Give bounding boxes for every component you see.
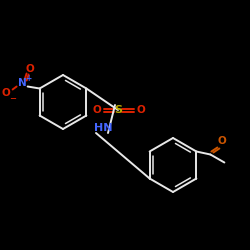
Text: O: O <box>217 136 226 145</box>
Text: O: O <box>136 105 145 115</box>
Text: HN: HN <box>94 123 112 133</box>
Text: −: − <box>9 94 16 103</box>
Text: O: O <box>25 64 34 74</box>
Text: +: + <box>26 74 32 83</box>
Text: O: O <box>92 105 102 115</box>
Text: O: O <box>1 88 10 99</box>
Text: S: S <box>114 105 122 115</box>
Text: N: N <box>18 78 27 88</box>
